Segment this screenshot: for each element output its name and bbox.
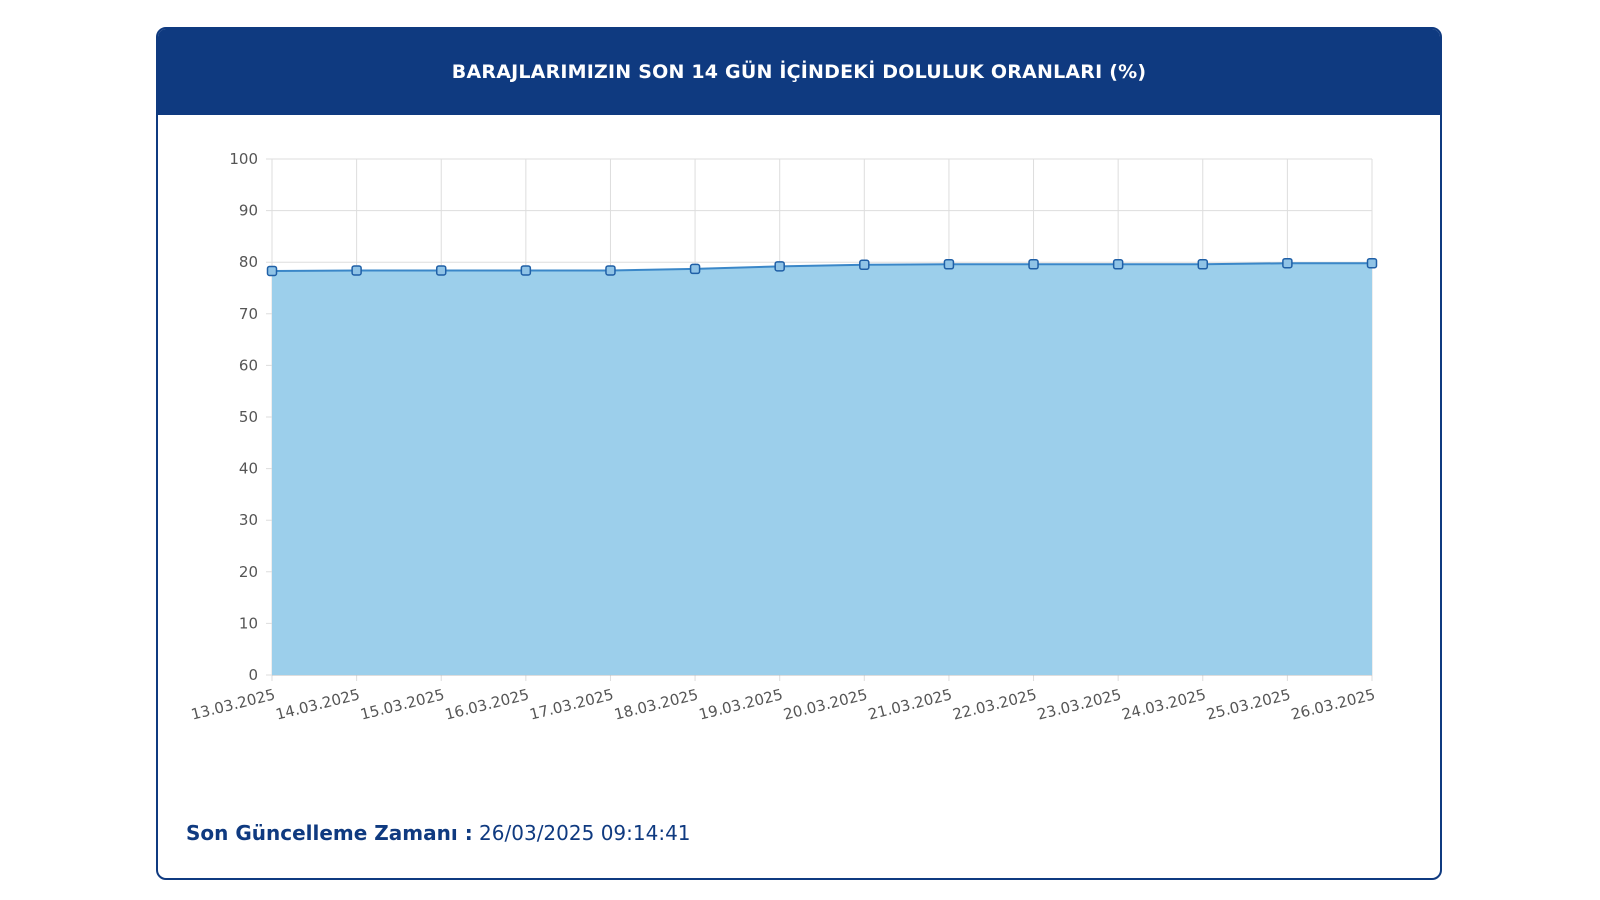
x-tick-label: 24.03.2025: [1120, 685, 1208, 723]
data-point: [689, 263, 701, 275]
data-point: [266, 265, 278, 277]
y-tick-label: 60: [239, 356, 258, 374]
y-tick-label: 20: [239, 563, 258, 581]
last-update: Son Güncelleme Zamanı : 26/03/2025 09:14…: [186, 821, 691, 845]
x-tick-label: 13.03.2025: [189, 685, 277, 723]
data-point: [1282, 257, 1293, 269]
last-update-label: Son Güncelleme Zamanı :: [186, 821, 473, 845]
data-point: [351, 265, 362, 276]
x-tick-label: 19.03.2025: [697, 685, 785, 723]
y-tick-label: 90: [239, 202, 258, 220]
y-tick-label: 10: [239, 614, 258, 632]
x-tick-label: 14.03.2025: [274, 685, 362, 723]
x-tick-label: 17.03.2025: [528, 685, 616, 723]
y-tick-label: 40: [239, 460, 258, 478]
x-tick-label: 16.03.2025: [443, 685, 531, 723]
fill-rate-chart: 0 10 20 30 40 50 60 70 80 90 100 13.03.202514.03.2…: [189, 150, 1378, 724]
data-point: [605, 265, 616, 276]
x-tick-label: 15.03.2025: [359, 685, 447, 723]
chart-card: BARAJLARIMIZIN SON 14 GÜN İÇİNDEKİ DOLUL…: [156, 27, 1442, 880]
area-layer: [271, 262, 1372, 675]
y-tick-label: 0: [248, 666, 258, 684]
x-tick-label: 18.03.2025: [612, 685, 700, 723]
last-update-value: 26/03/2025 09:14:41: [472, 821, 691, 845]
data-point: [435, 265, 447, 276]
data-point: [943, 259, 955, 270]
series-area: [272, 263, 1372, 675]
data-point: [520, 265, 532, 276]
x-tick-label: 23.03.2025: [1035, 685, 1123, 723]
chart-area: 0 10 20 30 40 50 60 70 80 90 100 13.03.2025 14.03.2…: [158, 115, 1440, 815]
data-point: [1197, 259, 1209, 270]
data-point: [1366, 257, 1378, 269]
y-tick-label: 50: [239, 408, 258, 426]
y-tick-label: 100: [229, 150, 258, 168]
x-tick-label: 21.03.2025: [866, 685, 954, 723]
data-point: [774, 261, 785, 272]
y-tick-label: 70: [239, 305, 258, 323]
data-point: [859, 259, 870, 271]
x-tick-label: 22.03.2025: [951, 685, 1039, 723]
chart-title: BARAJLARIMIZIN SON 14 GÜN İÇİNDEKİ DOLUL…: [451, 61, 1147, 83]
series-line: [271, 262, 1372, 272]
data-point: [1112, 259, 1124, 270]
x-tick-label: 25.03.2025: [1205, 685, 1293, 723]
data-point: [1028, 259, 1039, 270]
y-tick-label: 30: [239, 511, 258, 529]
points-layer: [266, 257, 1378, 277]
y-axis: 0 10 20 30 40 50 60 70 80 90 100: [229, 150, 258, 684]
x-tick-label: 26.03.2025: [1289, 685, 1377, 723]
y-tick-label: 80: [239, 253, 258, 271]
x-tick-label: 20.03.2025: [782, 685, 870, 723]
x-axis: 13.03.202514.03.202515.03.202516.03.2025…: [189, 685, 1377, 723]
card-header: BARAJLARIMIZIN SON 14 GÜN İÇİNDEKİ DOLUL…: [158, 29, 1440, 115]
